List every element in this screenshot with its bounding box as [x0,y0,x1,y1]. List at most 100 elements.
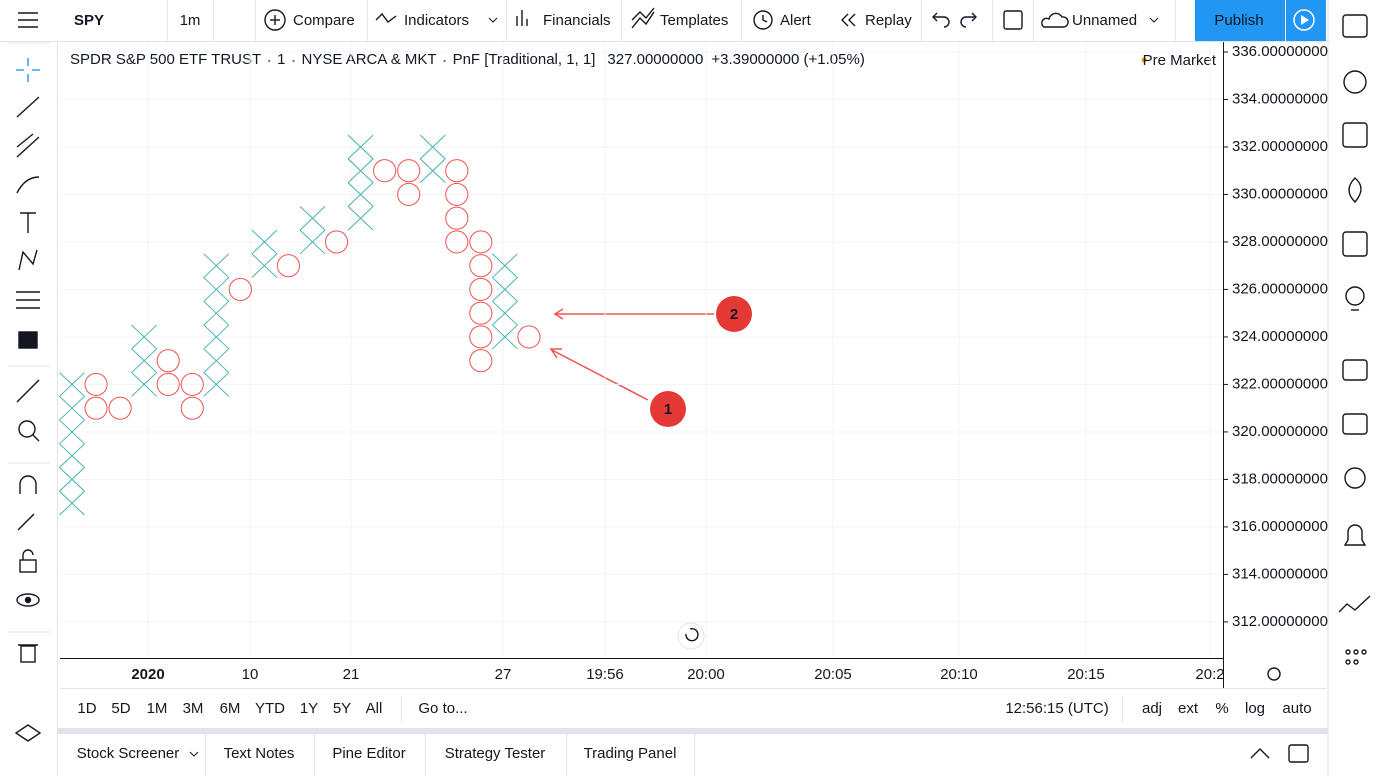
x-box [59,395,85,421]
left-icons[interactable] [14,58,42,742]
y-tick-label: 322.00000000 [1232,375,1328,392]
panel-separator [58,728,1328,734]
x-box [347,205,374,231]
y-tick-label: 326.00000000 [1232,280,1328,297]
toolbar-button[interactable]: Templates [660,12,728,29]
layout-icon[interactable] [1003,10,1023,30]
x-box [492,253,518,278]
range-button[interactable]: 1D [77,700,96,717]
publish-label[interactable]: Publish [1214,12,1263,29]
bottom-tab[interactable]: Pine Editor [332,745,405,762]
range-button[interactable]: 1Y [300,700,318,717]
legend-interval: 1 [277,51,285,68]
x-box [203,348,230,373]
x-box [59,419,85,445]
reset-icon [685,627,699,642]
toolbar-button[interactable]: Indicators [404,12,469,29]
o-box [276,254,301,278]
compare-icon[interactable] [264,9,286,31]
o-box [156,372,180,397]
maximize-icon[interactable] [1288,744,1309,763]
interval[interactable]: 1m [180,12,201,29]
alert-icon[interactable] [753,10,773,30]
cloud-icon[interactable] [1041,12,1069,28]
axis-option[interactable]: log [1245,700,1265,717]
replay-icon[interactable] [841,13,856,27]
x-box [347,182,374,207]
axis-option[interactable]: % [1215,700,1228,717]
axis-option[interactable]: ext [1178,700,1199,717]
undo-icon[interactable] [932,12,950,28]
symbol[interactable]: SPY [74,12,104,29]
session: Pre Market [1143,52,1217,69]
o-box [156,349,180,373]
axis-option[interactable]: adj [1142,700,1162,717]
o-box [180,372,204,397]
dropdown-chevron[interactable] [1149,17,1159,23]
legend-separator [267,59,271,63]
bottom-tab[interactable]: Text Notes [224,745,295,762]
annotation-badge [716,296,752,332]
range-button[interactable]: 3M [183,700,204,717]
x-tick-label: 20:05 [814,666,852,683]
dropdown-chevron[interactable] [189,751,199,757]
templates-icon[interactable] [631,7,655,29]
x-box [492,300,518,326]
legend-last: 327.00000000 [607,51,703,68]
x-box [299,229,326,255]
toolbar-button[interactable]: Unnamed [1072,12,1137,29]
redo-icon[interactable] [960,12,977,28]
legend-name: SPDR S&P 500 ETF TRUST [70,51,261,68]
legend-style: PnF [Traditional, 1, 1] [453,51,596,68]
toolbar-button[interactable]: Replay [865,12,912,29]
x-tick-label: 20:10 [940,666,978,683]
legend-change: +3.39000000 (+1.05%) [711,51,864,68]
reset-button[interactable] [677,622,705,650]
axis-option[interactable]: auto [1282,700,1311,717]
x-box [131,372,157,397]
toolbar-button[interactable]: Compare [293,12,355,29]
y-tick-label: 324.00000000 [1232,328,1328,345]
bottom-tab[interactable]: Trading Panel [584,745,677,762]
x-box [203,277,230,302]
toolbar-button[interactable]: Alert [780,12,812,29]
menu-icon[interactable] [18,12,38,28]
o-box [469,301,493,325]
goto-button[interactable]: Go to... [418,700,467,717]
x-tick-label: 21 [343,666,360,683]
o-box [324,230,349,254]
annotation-badge [650,391,686,427]
bottom-tab[interactable]: Stock Screener [77,745,180,762]
range-button[interactable]: 5Y [333,700,351,717]
publish-button[interactable] [1195,0,1285,41]
settings-icon[interactable] [1267,667,1281,681]
x-tick-label: 20:15 [1067,666,1105,683]
x-tick-label: 2020 [131,666,164,683]
bottom-tab[interactable]: Strategy Tester [445,745,546,762]
toolbar-button[interactable]: Financials [543,12,611,29]
o-box [469,254,493,278]
o-box [397,182,421,207]
x-tick-label: 20:2 [1195,666,1224,683]
stream-icon [1293,9,1315,31]
financials-icon[interactable] [516,10,528,26]
x-box [59,467,85,492]
x-box [419,158,446,183]
range-button[interactable]: YTD [255,700,285,717]
o-box [517,325,541,349]
left-dividers [8,42,50,633]
dropdown-chevron[interactable] [488,17,498,23]
o-box [180,396,204,420]
generated: SPY 1m Compare Indicators Financials Template… [59,0,1328,776]
range-button[interactable]: 5D [111,700,130,717]
clock: 12:56:15 (UTC) [1005,700,1108,717]
range-button[interactable]: 1M [147,700,168,717]
range-button[interactable]: 6M [220,700,241,717]
right-icons[interactable] [1338,14,1371,665]
x-box [251,229,278,255]
collapse-icon[interactable] [1250,748,1270,759]
range-button[interactable]: All [366,700,383,717]
indicators-icon[interactable] [375,12,397,23]
